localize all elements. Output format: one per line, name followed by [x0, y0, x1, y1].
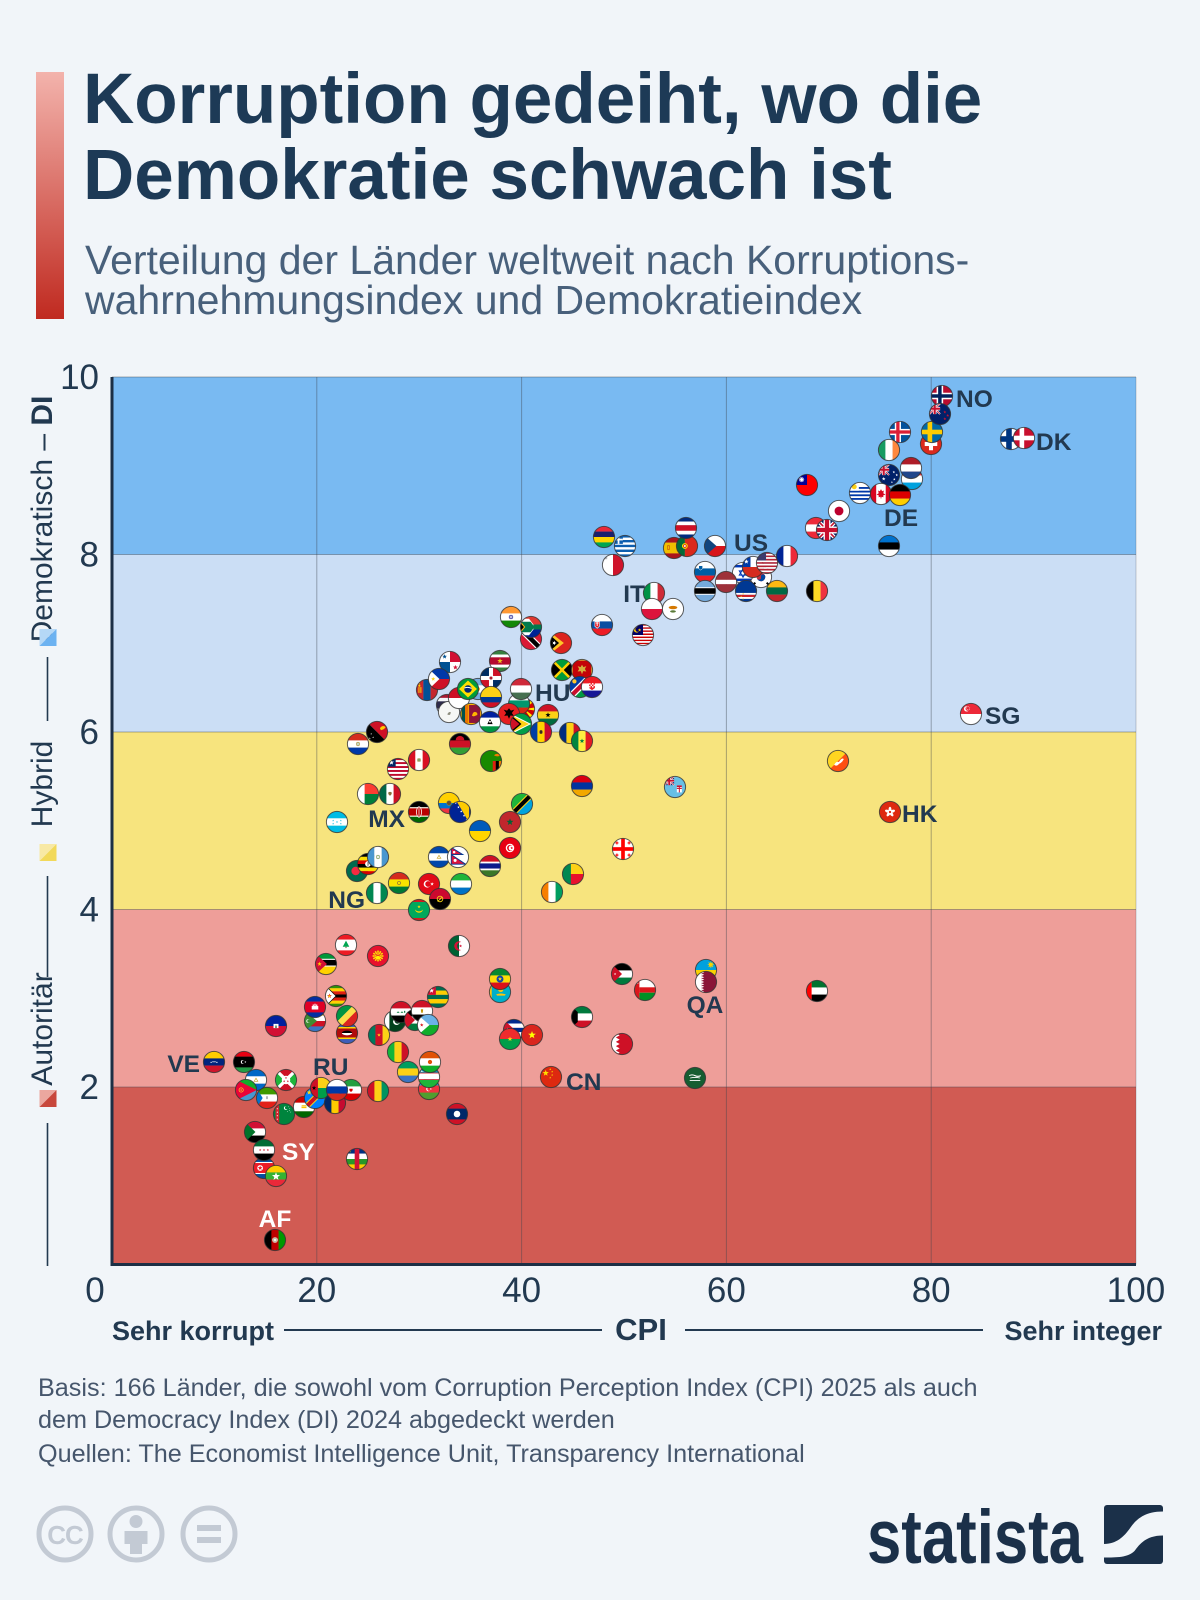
svg-text:CC: CC [47, 1520, 84, 1550]
svg-text:SG: SG [985, 703, 1020, 730]
svg-text:6: 6 [80, 713, 99, 752]
svg-text:Hybrid: Hybrid [26, 741, 59, 828]
svg-text:20: 20 [297, 1271, 336, 1310]
svg-text:2: 2 [80, 1068, 99, 1107]
svg-text:HK: HK [902, 801, 938, 828]
svg-text:HU: HU [535, 680, 570, 707]
svg-text:IT: IT [623, 581, 645, 608]
svg-text:CPI: CPI [615, 1312, 667, 1347]
svg-text:60: 60 [707, 1271, 746, 1310]
svg-text:10: 10 [60, 358, 99, 397]
svg-text:RU: RU [313, 1054, 348, 1081]
svg-text:SY: SY [282, 1139, 315, 1166]
svg-text:Sehr korrupt: Sehr korrupt [112, 1316, 274, 1346]
svg-text:Korruption gedeiht, wo die: Korruption gedeiht, wo die [83, 60, 982, 139]
svg-text:VE: VE [167, 1051, 200, 1078]
svg-text:0: 0 [85, 1271, 104, 1310]
svg-text:Demokratisch – DI: Demokratisch – DI [26, 396, 59, 643]
svg-text:statista: statista [867, 1495, 1084, 1580]
svg-text:NO: NO [956, 386, 993, 413]
svg-text:US: US [734, 530, 768, 557]
svg-text:4: 4 [80, 891, 99, 930]
svg-text:Verteilung der Länder weltweit: Verteilung der Länder weltweit nach Korr… [85, 237, 969, 283]
svg-text:Basis: 166 Länder, die sowohl: Basis: 166 Länder, die sowohl vom Corrup… [38, 1374, 977, 1402]
svg-text:DE: DE [884, 505, 918, 532]
svg-text:wahrnehmungsindex und Demokrat: wahrnehmungsindex und Demokratieindex [84, 277, 863, 323]
svg-text:Demokratie schwach ist: Demokratie schwach ist [83, 136, 892, 215]
svg-text:Quellen: The Economist Intelli: Quellen: The Economist Intelligence Unit… [38, 1440, 805, 1468]
svg-text:CN: CN [566, 1069, 601, 1096]
svg-text:DK: DK [1036, 429, 1072, 456]
svg-text:QA: QA [687, 992, 724, 1019]
svg-text:8: 8 [80, 536, 99, 575]
svg-text:MX: MX [368, 806, 405, 833]
svg-text:80: 80 [912, 1271, 951, 1310]
svg-text:NG: NG [328, 887, 365, 914]
svg-text:dem Democracy Index (DI) 2024: dem Democracy Index (DI) 2024 abgedeckt … [38, 1406, 615, 1434]
svg-text:40: 40 [502, 1271, 541, 1310]
svg-text:Sehr integer: Sehr integer [1004, 1316, 1162, 1346]
svg-text:100: 100 [1107, 1271, 1165, 1310]
svg-text:AF: AF [259, 1206, 292, 1233]
svg-text:Autoritär: Autoritär [26, 972, 59, 1085]
